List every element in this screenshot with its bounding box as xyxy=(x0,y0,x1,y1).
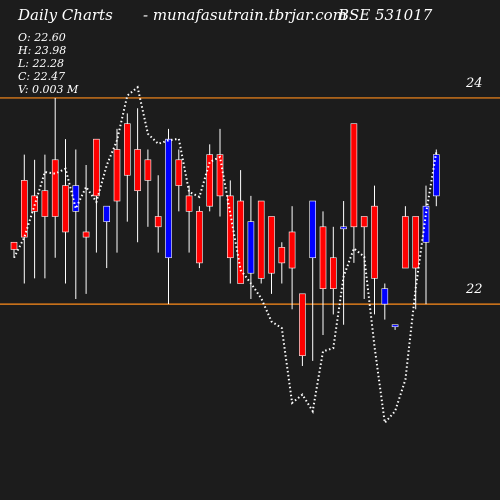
chart-title-site: - munafasutrain.tbrjar.com xyxy=(143,6,347,24)
candles xyxy=(10,97,440,366)
candle-body xyxy=(154,216,162,228)
candle xyxy=(381,283,389,320)
candle-body xyxy=(371,205,378,279)
candle xyxy=(72,149,80,299)
candle-body xyxy=(432,154,440,197)
candle xyxy=(299,293,306,366)
candle xyxy=(175,149,183,212)
candle-body xyxy=(10,241,18,250)
candle xyxy=(185,185,193,253)
level-label-24: 24 xyxy=(466,75,483,91)
candle-body xyxy=(309,200,317,259)
candle-body xyxy=(288,231,296,269)
volume-value: V: 0.003 M xyxy=(18,83,79,96)
candle xyxy=(227,180,234,284)
candle xyxy=(113,128,121,253)
candle-body xyxy=(237,200,244,284)
candle xyxy=(309,200,317,361)
candle xyxy=(247,195,255,299)
candle-body xyxy=(391,324,399,328)
candle-body xyxy=(175,159,183,186)
chart-title-left: Daily Charts xyxy=(18,6,113,24)
candle-body xyxy=(124,123,131,176)
candle-body xyxy=(93,138,100,197)
candle-body xyxy=(299,293,306,356)
candle-body xyxy=(51,159,59,217)
candle xyxy=(124,113,131,222)
candle xyxy=(165,128,172,305)
candle-body xyxy=(268,216,275,274)
candle xyxy=(391,324,399,330)
candle xyxy=(20,154,28,284)
candle-body xyxy=(329,257,337,289)
candle-body xyxy=(31,195,38,212)
candle xyxy=(216,128,224,217)
low-value: L: 22.28 xyxy=(18,57,64,70)
candle xyxy=(288,206,296,310)
candle-body xyxy=(350,123,358,228)
candle-body xyxy=(82,231,90,238)
candle-body xyxy=(206,154,213,207)
candle-body xyxy=(247,221,255,274)
candle-body xyxy=(165,138,172,259)
candle xyxy=(402,206,409,269)
candle xyxy=(329,226,337,315)
high-value: H: 23.98 xyxy=(18,44,67,57)
candle-body xyxy=(62,185,69,233)
candle xyxy=(371,185,378,315)
candle-body xyxy=(216,154,224,197)
candle xyxy=(412,216,420,310)
candle xyxy=(237,170,244,284)
candle xyxy=(350,123,358,263)
candle-body xyxy=(113,149,121,202)
level-lines xyxy=(0,97,500,305)
candle-body xyxy=(20,180,28,238)
candle-body xyxy=(381,288,389,305)
candle-body xyxy=(319,226,327,289)
candle xyxy=(154,175,162,253)
candle-body xyxy=(412,216,420,269)
candle-body xyxy=(103,205,110,222)
candle xyxy=(93,138,100,253)
candle xyxy=(62,139,69,284)
candle-body xyxy=(402,216,409,269)
candle-body xyxy=(72,185,80,212)
candle xyxy=(134,108,141,243)
level-label-22: 22 xyxy=(466,282,483,298)
candle xyxy=(422,185,430,305)
candle xyxy=(278,242,286,284)
candle-body xyxy=(41,190,49,217)
candle-body xyxy=(196,211,203,264)
candle xyxy=(432,149,440,207)
candle xyxy=(51,97,59,258)
chart-title-symbol: BSE 531017 xyxy=(338,6,433,24)
open-value: O: 22.60 xyxy=(18,31,66,44)
candle xyxy=(103,205,110,269)
candle-body xyxy=(340,226,347,230)
candle xyxy=(41,154,49,279)
candle-body xyxy=(144,159,152,181)
candle-body xyxy=(134,149,141,192)
candle-body xyxy=(278,247,286,264)
candle xyxy=(340,201,347,325)
candle xyxy=(10,241,18,258)
candle xyxy=(144,149,152,227)
candle xyxy=(257,200,265,284)
candle-body xyxy=(422,205,430,243)
candle xyxy=(319,211,327,336)
candle xyxy=(82,164,90,294)
candle-body xyxy=(360,216,368,228)
candle xyxy=(268,216,275,294)
candle-body xyxy=(257,200,265,279)
close-value: C: 22.47 xyxy=(18,70,66,83)
candle-body xyxy=(185,195,193,212)
candle xyxy=(196,206,203,269)
candle xyxy=(31,159,38,279)
candle xyxy=(206,144,213,212)
